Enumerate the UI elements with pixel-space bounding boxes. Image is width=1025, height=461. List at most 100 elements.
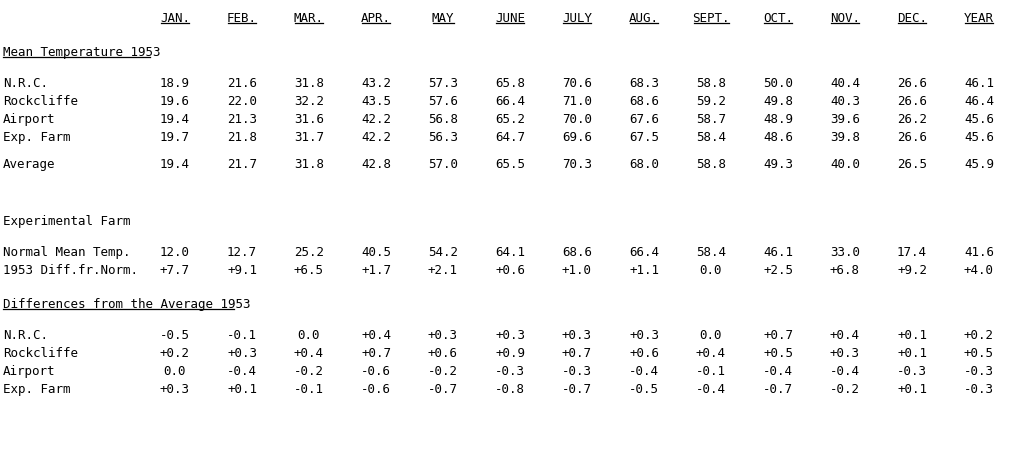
Text: 39.6: 39.6 [830,113,860,126]
Text: -0.6: -0.6 [361,383,391,396]
Text: 49.3: 49.3 [763,158,793,171]
Text: 45.9: 45.9 [964,158,994,171]
Text: 50.0: 50.0 [763,77,793,90]
Text: YEAR: YEAR [964,12,994,25]
Text: 12.7: 12.7 [227,246,257,259]
Text: 21.8: 21.8 [227,131,257,144]
Text: -0.7: -0.7 [763,383,793,396]
Text: 25.2: 25.2 [294,246,324,259]
Text: SEPT.: SEPT. [692,12,730,25]
Text: +9.2: +9.2 [897,264,927,277]
Text: -0.5: -0.5 [160,329,190,342]
Text: 40.3: 40.3 [830,95,860,108]
Text: 59.2: 59.2 [696,95,726,108]
Text: 19.4: 19.4 [160,158,190,171]
Text: 66.4: 66.4 [495,95,525,108]
Text: 43.5: 43.5 [361,95,391,108]
Text: +0.6: +0.6 [495,264,525,277]
Text: 67.5: 67.5 [629,131,659,144]
Text: +0.4: +0.4 [361,329,391,342]
Text: 46.4: 46.4 [964,95,994,108]
Text: 70.0: 70.0 [562,113,592,126]
Text: 68.6: 68.6 [629,95,659,108]
Text: +0.3: +0.3 [495,329,525,342]
Text: 46.1: 46.1 [763,246,793,259]
Text: 1953 Diff.fr.Norm.: 1953 Diff.fr.Norm. [3,264,138,277]
Text: +0.1: +0.1 [897,329,927,342]
Text: 45.6: 45.6 [964,131,994,144]
Text: APR.: APR. [361,12,391,25]
Text: 66.4: 66.4 [629,246,659,259]
Text: +7.7: +7.7 [160,264,190,277]
Text: JULY: JULY [562,12,592,25]
Text: 31.6: 31.6 [294,113,324,126]
Text: +0.6: +0.6 [428,347,458,360]
Text: 48.9: 48.9 [763,113,793,126]
Text: Airport: Airport [3,113,55,126]
Text: Rockcliffe: Rockcliffe [3,95,78,108]
Text: Airport: Airport [3,365,55,378]
Text: 56.3: 56.3 [428,131,458,144]
Text: 0.0: 0.0 [700,264,723,277]
Text: -0.4: -0.4 [696,383,726,396]
Text: 58.8: 58.8 [696,77,726,90]
Text: Experimental Farm: Experimental Farm [3,215,130,228]
Text: OCT.: OCT. [763,12,793,25]
Text: +0.4: +0.4 [696,347,726,360]
Text: JUNE: JUNE [495,12,525,25]
Text: 21.3: 21.3 [227,113,257,126]
Text: 41.6: 41.6 [964,246,994,259]
Text: 65.5: 65.5 [495,158,525,171]
Text: -0.4: -0.4 [763,365,793,378]
Text: 58.7: 58.7 [696,113,726,126]
Text: -0.6: -0.6 [361,365,391,378]
Text: Exp. Farm: Exp. Farm [3,383,71,396]
Text: -0.4: -0.4 [629,365,659,378]
Text: 71.0: 71.0 [562,95,592,108]
Text: +0.4: +0.4 [294,347,324,360]
Text: -0.4: -0.4 [830,365,860,378]
Text: +0.3: +0.3 [227,347,257,360]
Text: 64.7: 64.7 [495,131,525,144]
Text: Differences from the Average 1953: Differences from the Average 1953 [3,298,250,311]
Text: 0.0: 0.0 [700,329,723,342]
Text: 42.2: 42.2 [361,113,391,126]
Text: -0.7: -0.7 [562,383,592,396]
Text: 17.4: 17.4 [897,246,927,259]
Text: +0.2: +0.2 [160,347,190,360]
Text: -0.2: -0.2 [428,365,458,378]
Text: +0.4: +0.4 [830,329,860,342]
Text: +1.1: +1.1 [629,264,659,277]
Text: N.R.C.: N.R.C. [3,77,48,90]
Text: 57.0: 57.0 [428,158,458,171]
Text: 33.0: 33.0 [830,246,860,259]
Text: +0.6: +0.6 [629,347,659,360]
Text: +0.7: +0.7 [562,347,592,360]
Text: 65.8: 65.8 [495,77,525,90]
Text: -0.8: -0.8 [495,383,525,396]
Text: -0.5: -0.5 [629,383,659,396]
Text: MAR.: MAR. [294,12,324,25]
Text: 56.8: 56.8 [428,113,458,126]
Text: -0.1: -0.1 [294,383,324,396]
Text: -0.3: -0.3 [495,365,525,378]
Text: 45.6: 45.6 [964,113,994,126]
Text: +2.1: +2.1 [428,264,458,277]
Text: 21.7: 21.7 [227,158,257,171]
Text: 40.5: 40.5 [361,246,391,259]
Text: 70.6: 70.6 [562,77,592,90]
Text: +6.5: +6.5 [294,264,324,277]
Text: 68.0: 68.0 [629,158,659,171]
Text: -0.2: -0.2 [294,365,324,378]
Text: 42.2: 42.2 [361,131,391,144]
Text: 43.2: 43.2 [361,77,391,90]
Text: +0.2: +0.2 [964,329,994,342]
Text: 12.0: 12.0 [160,246,190,259]
Text: 70.3: 70.3 [562,158,592,171]
Text: +0.3: +0.3 [562,329,592,342]
Text: 69.6: 69.6 [562,131,592,144]
Text: 31.8: 31.8 [294,77,324,90]
Text: MAY: MAY [432,12,454,25]
Text: NOV.: NOV. [830,12,860,25]
Text: 48.6: 48.6 [763,131,793,144]
